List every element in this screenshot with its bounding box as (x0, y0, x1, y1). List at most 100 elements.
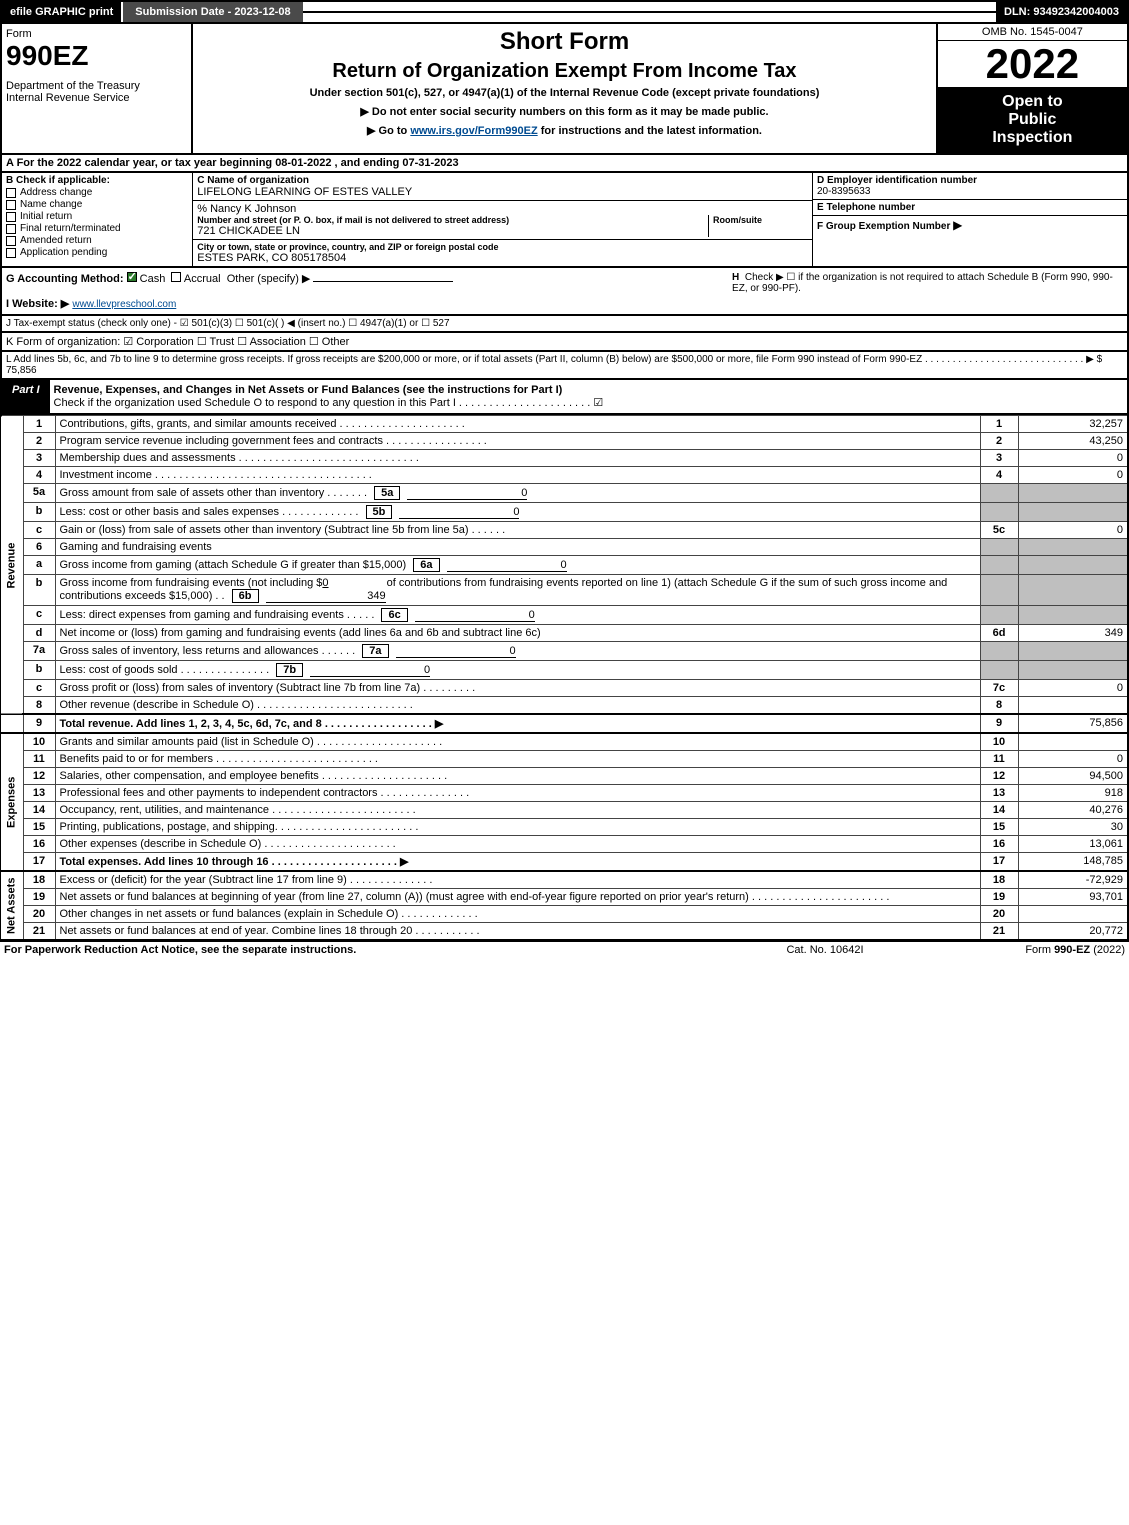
org-info-row: B Check if applicable: Address change Na… (0, 173, 1129, 268)
line-5b: bLess: cost or other basis and sales exp… (1, 503, 1128, 522)
line-3-amount: 0 (1018, 450, 1128, 467)
line-7b-amount: 0 (310, 664, 430, 677)
line-16: 16Other expenses (describe in Schedule O… (1, 836, 1128, 853)
chk-address-change[interactable]: Address change (6, 187, 188, 198)
ein-value: 20-8395633 (817, 186, 1123, 197)
street-label: Number and street (or P. O. box, if mail… (197, 215, 708, 225)
line-9: 9Total revenue. Add lines 1, 2, 3, 4, 5c… (1, 714, 1128, 733)
section-def: D Employer identification number 20-8395… (812, 173, 1127, 266)
org-name-value: LIFELONG LEARNING OF ESTES VALLEY (197, 186, 808, 198)
line-11: 11Benefits paid to or for members . . . … (1, 751, 1128, 768)
line-19-amount: 93,701 (1018, 889, 1128, 906)
line-17-amount: 148,785 (1018, 853, 1128, 872)
chk-initial-return[interactable]: Initial return (6, 211, 188, 222)
section-k: K Form of organization: ☑ Corporation ☐ … (0, 333, 1129, 352)
line-5c: cGain or (loss) from sale of assets othe… (1, 522, 1128, 539)
section-b-title: B Check if applicable: (6, 175, 188, 186)
chk-amended[interactable]: Amended return (6, 235, 188, 246)
chk-name-change[interactable]: Name change (6, 199, 188, 210)
part-1-header: Part I Revenue, Expenses, and Changes in… (0, 380, 1129, 415)
line-2: 2Program service revenue including gover… (1, 433, 1128, 450)
line-5a: 5aGross amount from sale of assets other… (1, 484, 1128, 503)
line-1-amount: 32,257 (1018, 416, 1128, 433)
line-15-amount: 30 (1018, 819, 1128, 836)
chk-cash[interactable] (127, 272, 137, 282)
line-14: 14Occupancy, rent, utilities, and mainte… (1, 802, 1128, 819)
section-gh: G Accounting Method: Cash Accrual Other … (0, 268, 1129, 316)
room-label: Room/suite (713, 215, 808, 225)
line-9-amount: 75,856 (1018, 714, 1128, 733)
efile-label[interactable]: efile GRAPHIC print (2, 2, 121, 22)
phone-label: E Telephone number (817, 202, 1123, 213)
page-footer: For Paperwork Reduction Act Notice, see … (0, 941, 1129, 958)
short-form-title: Short Form (197, 28, 932, 56)
group-exemption-label: F Group Exemption Number (817, 221, 950, 232)
care-of: % Nancy K Johnson (197, 203, 808, 215)
chk-accrual[interactable] (171, 272, 181, 282)
part-1-check-line: Check if the organization used Schedule … (54, 397, 604, 409)
line-7a-amount: 0 (396, 645, 516, 658)
chk-pending[interactable]: Application pending (6, 247, 188, 258)
line-6c-amount: 0 (415, 609, 535, 622)
chk-final-return[interactable]: Final return/terminated (6, 223, 188, 234)
line-6a: aGross income from gaming (attach Schedu… (1, 556, 1128, 575)
catalog-number: Cat. No. 10642I (725, 944, 925, 956)
line-16-amount: 13,061 (1018, 836, 1128, 853)
line-21-amount: 20,772 (1018, 923, 1128, 941)
line-4-amount: 0 (1018, 467, 1128, 484)
line-6b: bGross income from fundraising events (n… (1, 575, 1128, 606)
paperwork-notice: For Paperwork Reduction Act Notice, see … (4, 944, 725, 956)
form-ref: Form 990-EZ (2022) (925, 944, 1125, 956)
form-word: Form (6, 28, 187, 40)
open-public-badge: Open to Public Inspection (938, 87, 1127, 153)
form-id-block: Form 990EZ Department of the Treasury In… (2, 24, 193, 153)
return-title: Return of Organization Exempt From Incom… (197, 60, 932, 83)
part-1-table: Revenue 1Contributions, gifts, grants, a… (0, 415, 1129, 941)
line-19: 19Net assets or fund balances at beginni… (1, 889, 1128, 906)
line-5a-amount: 0 (407, 487, 527, 500)
section-j: J Tax-exempt status (check only one) - ☑… (0, 316, 1129, 333)
line-14-amount: 40,276 (1018, 802, 1128, 819)
org-name-label: C Name of organization (197, 175, 808, 186)
section-g: G Accounting Method: Cash Accrual Other … (6, 272, 732, 310)
line-10: Expenses 10Grants and similar amounts pa… (1, 733, 1128, 751)
line-8: 8Other revenue (describe in Schedule O) … (1, 697, 1128, 715)
submission-date: Submission Date - 2023-12-08 (123, 2, 302, 22)
tax-year: 2022 (938, 41, 1127, 87)
part-1-title: Revenue, Expenses, and Changes in Net As… (50, 380, 1127, 413)
line-17: 17Total expenses. Add lines 10 through 1… (1, 853, 1128, 872)
line-18: Net Assets 18Excess or (deficit) for the… (1, 871, 1128, 889)
line-13: 13Professional fees and other payments t… (1, 785, 1128, 802)
city-value: ESTES PARK, CO 805178504 (197, 252, 808, 264)
dept-treasury: Department of the Treasury (6, 80, 187, 92)
section-l: L Add lines 5b, 6c, and 7b to line 9 to … (0, 352, 1129, 380)
line-20: 20Other changes in net assets or fund ba… (1, 906, 1128, 923)
street-value: 721 CHICKADEE LN (197, 225, 708, 237)
schedule-b-text: Check ▶ ☐ if the organization is not req… (732, 272, 1113, 294)
revenue-side-label: Revenue (1, 416, 23, 715)
section-c: C Name of organization LIFELONG LEARNING… (193, 173, 812, 266)
arrow-icon: ▶ (953, 218, 962, 232)
ein-label: D Employer identification number (817, 175, 1123, 186)
line-11-amount: 0 (1018, 751, 1128, 768)
line-12-amount: 94,500 (1018, 768, 1128, 785)
section-a-period: A For the 2022 calendar year, or tax yea… (0, 155, 1129, 173)
line-7b: bLess: cost of goods sold . . . . . . . … (1, 661, 1128, 680)
line-6a-amount: 0 (447, 559, 567, 572)
line-7c: cGross profit or (loss) from sales of in… (1, 680, 1128, 697)
line-6c: cLess: direct expenses from gaming and f… (1, 606, 1128, 625)
city-label: City or town, state or province, country… (197, 242, 808, 252)
goto-instructions: ▶ Go to www.irs.gov/Form990EZ for instru… (197, 124, 932, 137)
irs-link[interactable]: www.irs.gov/Form990EZ (410, 125, 537, 137)
website-link[interactable]: www.llevpreschool.com (72, 299, 176, 310)
line-15: 15Printing, publications, postage, and s… (1, 819, 1128, 836)
line-6: 6Gaming and fundraising events (1, 539, 1128, 556)
line-3: 3Membership dues and assessments . . . .… (1, 450, 1128, 467)
line-7c-amount: 0 (1018, 680, 1128, 697)
expenses-side-label: Expenses (1, 733, 23, 871)
gross-receipts-value: 75,856 (6, 365, 37, 376)
line-7a: 7aGross sales of inventory, less returns… (1, 642, 1128, 661)
line-10-amount (1018, 733, 1128, 751)
topbar: efile GRAPHIC print Submission Date - 20… (0, 0, 1129, 24)
section-h: H Check ▶ ☐ if the organization is not r… (732, 272, 1123, 310)
